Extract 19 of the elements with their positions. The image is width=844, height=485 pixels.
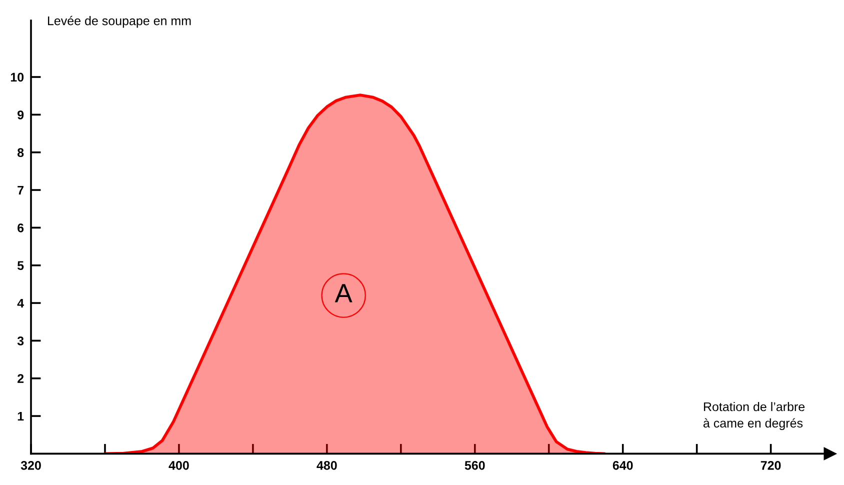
x-tick-label: 480 — [316, 460, 337, 470]
y-tick-label: 5 — [17, 261, 24, 270]
x-tick-label: 400 — [168, 460, 189, 470]
y-tick-label: 4 — [17, 298, 24, 308]
x-tick-label: 720 — [760, 460, 781, 470]
y-tick-label: 1 — [18, 412, 24, 421]
y-tick-label: 8 — [18, 148, 24, 157]
y-tick-label: 10 — [10, 72, 24, 82]
x-axis-title: Rotation de l’arbre à came en degrés — [703, 402, 805, 430]
y-axis-title: Levée de soupape en mm — [48, 16, 191, 28]
y-tick-label: 9 — [18, 110, 24, 120]
y-tick-label: 6 — [18, 223, 24, 232]
annotation: A — [334, 284, 352, 302]
y-tick-label: 7 — [18, 186, 24, 195]
x-tick-label: 560 — [464, 460, 485, 470]
x-tick-label: 320 — [20, 460, 41, 470]
y-tick-label: 2 — [18, 374, 24, 383]
x-tick-label: 640 — [612, 460, 633, 470]
y-tick-label: 3 — [17, 336, 24, 346]
